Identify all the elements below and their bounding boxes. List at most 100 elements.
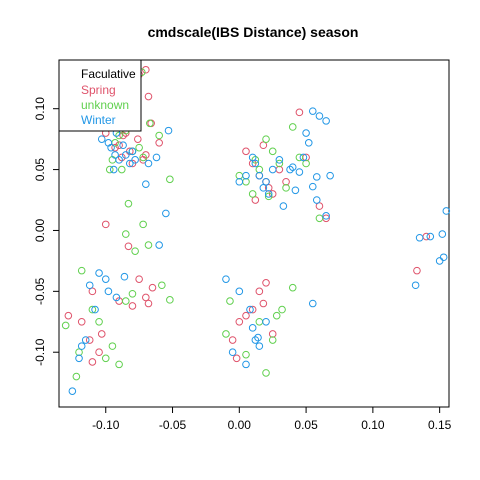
y-tick-label: 0.05 — [33, 158, 47, 182]
point-spring — [264, 184, 273, 192]
point-winter — [299, 153, 308, 162]
point-unknown — [255, 165, 264, 174]
point-spring — [232, 354, 241, 363]
point-unknown — [264, 192, 273, 201]
point-winter — [248, 324, 257, 332]
x-axis: -0.10 -0.05 0.00 0.05 0.10 0.15 — [92, 407, 452, 432]
point-spring — [262, 279, 270, 287]
point-winter — [304, 138, 313, 147]
point-winter — [115, 156, 123, 164]
point-winter — [109, 165, 118, 174]
point-winter — [142, 180, 150, 188]
point-spring — [268, 190, 277, 198]
point-spring — [142, 65, 150, 74]
legend-label-spring: Spring — [81, 83, 116, 97]
point-winter — [164, 126, 173, 135]
point-unknown — [166, 175, 174, 184]
point-spring — [242, 147, 250, 156]
point-spring — [242, 311, 250, 320]
point-unknown — [128, 289, 137, 298]
point-winter — [222, 275, 230, 283]
point-spring — [115, 141, 123, 150]
point-unknown — [288, 283, 297, 292]
point-winter — [112, 293, 121, 302]
point-unknown — [135, 143, 143, 152]
point-winter — [291, 186, 300, 195]
chart-title: cmdscale(IBS Distance) season — [148, 24, 359, 40]
point-winter — [75, 354, 83, 363]
point-winter — [107, 143, 115, 152]
point-spring — [315, 202, 324, 210]
point-spring — [248, 305, 257, 314]
x-tick-label: 0.15 — [428, 418, 452, 432]
point-winter — [85, 281, 94, 290]
point-winter — [322, 117, 330, 125]
point-spring — [97, 330, 106, 338]
point-winter — [326, 171, 334, 180]
point-spring — [228, 336, 237, 344]
point-winter — [95, 269, 103, 277]
point-unknown — [95, 317, 103, 326]
point-unknown — [101, 354, 110, 363]
point-winter — [128, 147, 137, 156]
point-winter — [77, 342, 86, 350]
y-axis: -0.10 -0.05 0.00 0.05 0.10 — [33, 97, 59, 366]
point-unknown — [124, 199, 133, 208]
point-spring — [88, 358, 97, 366]
point-unknown — [144, 241, 153, 249]
point-winter — [228, 348, 237, 357]
point-winter — [152, 153, 161, 162]
point-spring — [117, 153, 126, 162]
point-unknown — [72, 372, 81, 381]
point-spring — [128, 302, 137, 310]
point-winter — [97, 135, 106, 143]
x-tick-label: 0.00 — [228, 418, 252, 432]
plot-frame — [58, 59, 450, 408]
point-winter — [262, 317, 270, 326]
point-winter — [235, 287, 244, 296]
point-unknown — [117, 165, 126, 174]
point-unknown — [315, 214, 324, 223]
legend-box — [58, 59, 142, 132]
point-unknown — [166, 296, 174, 304]
point-winter — [101, 275, 110, 283]
point-winter — [131, 156, 139, 164]
point-winter — [242, 360, 250, 369]
point-winter — [435, 257, 444, 265]
point-unknown — [282, 184, 290, 192]
point-unknown — [131, 247, 139, 255]
point-spring — [148, 283, 157, 292]
point-unknown — [139, 220, 147, 229]
x-tick-label: 0.10 — [361, 418, 385, 432]
point-spring — [77, 317, 86, 326]
point-unknown — [255, 317, 264, 326]
point-winter — [255, 171, 264, 180]
point-winter — [308, 299, 317, 308]
legend-label-unknown: unknown — [81, 98, 129, 112]
point-spring — [282, 177, 290, 186]
point-winter — [91, 305, 99, 314]
point-unknown — [262, 369, 270, 377]
legend-label-winter: Winter — [81, 113, 116, 127]
point-winter — [415, 233, 424, 242]
point-unknown — [302, 159, 310, 168]
point-spring — [124, 242, 133, 251]
point-winter — [248, 153, 257, 162]
point-winter — [312, 196, 321, 204]
point-winter — [264, 190, 273, 198]
point-winter — [254, 333, 262, 342]
point-spring — [134, 135, 142, 143]
point-winter — [121, 151, 130, 159]
point-winter — [251, 336, 260, 344]
point-unknown — [158, 281, 166, 290]
point-winter — [295, 168, 304, 176]
point-unknown — [278, 305, 286, 314]
point-winter — [275, 156, 284, 164]
point-unknown — [88, 305, 97, 314]
point-unknown — [272, 311, 281, 320]
point-winter — [268, 165, 277, 174]
point-unknown — [226, 297, 234, 305]
legend-label-faculative: Faculative — [81, 67, 136, 81]
